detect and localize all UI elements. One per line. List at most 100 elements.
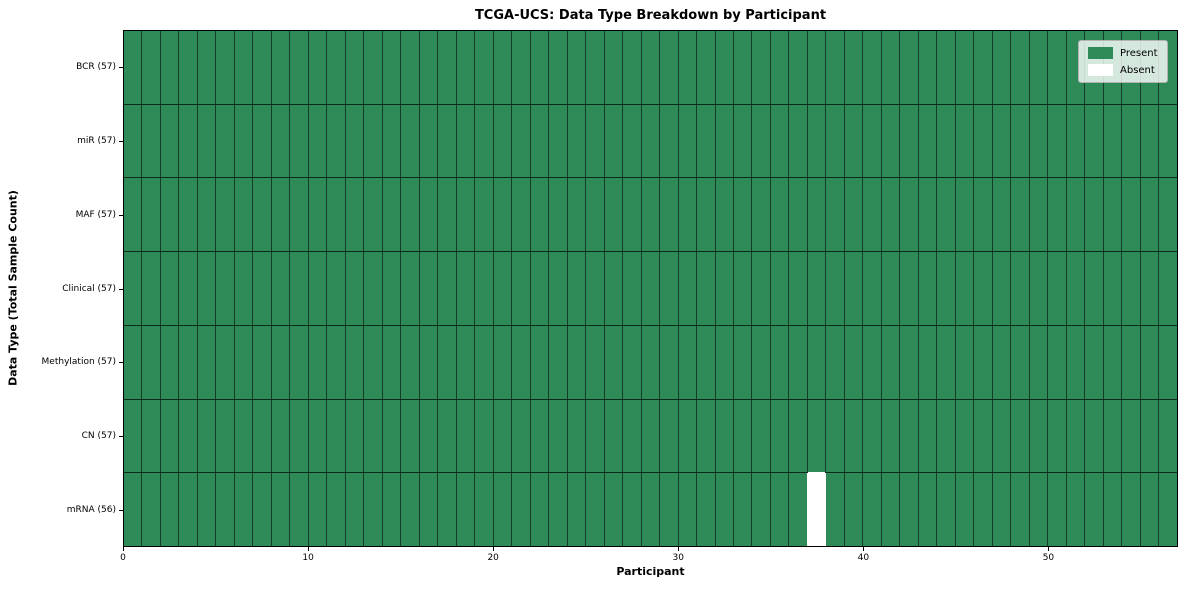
present-cell <box>955 399 975 473</box>
present-cell <box>364 31 383 104</box>
present-cell <box>549 473 568 547</box>
present-cell <box>623 252 642 325</box>
present-cell <box>660 325 679 399</box>
present-cell <box>512 325 531 399</box>
present-cell <box>179 473 198 547</box>
present-cell <box>160 178 180 252</box>
present-cell <box>826 104 845 178</box>
present-cell <box>197 325 217 399</box>
present-cell <box>567 31 587 104</box>
present-cell <box>641 178 661 252</box>
present-cell <box>345 252 365 325</box>
present-cell <box>1085 104 1104 178</box>
present-cell <box>216 104 235 178</box>
present-cell <box>253 325 272 399</box>
present-cell <box>881 178 901 252</box>
present-cell <box>567 325 587 399</box>
x-tick-mark <box>1048 547 1050 551</box>
present-cell <box>549 178 568 252</box>
present-cell <box>604 473 624 547</box>
present-cell <box>974 252 993 325</box>
present-cell <box>401 104 420 178</box>
present-cell <box>660 31 679 104</box>
present-cell <box>1159 399 1177 473</box>
present-cell <box>1140 399 1160 473</box>
present-cell <box>1029 399 1049 473</box>
present-cell <box>789 178 808 252</box>
present-cell <box>900 252 919 325</box>
present-cell <box>789 31 808 104</box>
present-cell <box>308 252 328 325</box>
present-cell <box>752 399 771 473</box>
present-cell <box>382 104 402 178</box>
present-cell <box>290 31 309 104</box>
present-cell <box>863 104 882 178</box>
present-cell <box>197 178 217 252</box>
present-cell <box>992 325 1012 399</box>
present-cell <box>937 252 956 325</box>
present-cell <box>918 178 938 252</box>
present-cell <box>697 325 716 399</box>
present-cell <box>992 31 1012 104</box>
present-cell <box>770 252 790 325</box>
present-cell <box>179 399 198 473</box>
present-cell <box>345 104 365 178</box>
present-cell <box>844 252 864 325</box>
present-cell <box>253 178 272 252</box>
present-cell <box>179 252 198 325</box>
present-cell <box>345 473 365 547</box>
present-cell <box>234 252 254 325</box>
present-cell <box>567 252 587 325</box>
present-cell <box>826 31 845 104</box>
heatmap-row <box>124 398 1177 473</box>
present-cell <box>197 473 217 547</box>
legend-label: Present <box>1120 47 1158 59</box>
present-cell <box>974 473 993 547</box>
present-cell <box>124 252 143 325</box>
present-cell <box>327 252 346 325</box>
present-cell <box>401 325 420 399</box>
present-cell <box>475 178 494 252</box>
present-cell <box>456 178 476 252</box>
present-cell <box>900 473 919 547</box>
present-cell <box>770 178 790 252</box>
present-cell <box>216 252 235 325</box>
present-cell <box>1103 252 1123 325</box>
present-cell <box>197 104 217 178</box>
present-cell <box>715 178 734 252</box>
legend-entry: Present <box>1088 47 1158 59</box>
present-cell <box>1159 325 1177 399</box>
present-cell <box>382 325 402 399</box>
present-cell <box>401 473 420 547</box>
present-cell <box>623 399 642 473</box>
present-cell <box>216 399 235 473</box>
y-tick-mark <box>119 66 123 68</box>
present-cell <box>715 399 734 473</box>
present-cell <box>752 252 771 325</box>
present-cell <box>992 104 1012 178</box>
present-cell <box>752 31 771 104</box>
present-cell <box>179 178 198 252</box>
present-cell <box>438 473 457 547</box>
y-tick-mark <box>119 362 123 364</box>
present-cell <box>345 31 365 104</box>
present-cell <box>826 252 845 325</box>
present-cell <box>586 31 605 104</box>
present-cell <box>216 31 235 104</box>
present-cell <box>197 399 217 473</box>
y-tick-label: MAF (57) <box>75 209 116 220</box>
present-cell <box>937 399 956 473</box>
present-cell <box>549 325 568 399</box>
present-cell <box>660 178 679 252</box>
present-cell <box>493 325 513 399</box>
present-cell <box>234 325 254 399</box>
present-cell <box>271 473 291 547</box>
present-cell <box>512 473 531 547</box>
present-cell <box>142 178 161 252</box>
present-cell <box>419 325 439 399</box>
x-tick-label: 40 <box>857 553 870 563</box>
present-cell <box>419 104 439 178</box>
present-cell <box>253 252 272 325</box>
present-cell <box>715 325 734 399</box>
present-cell <box>530 473 550 547</box>
